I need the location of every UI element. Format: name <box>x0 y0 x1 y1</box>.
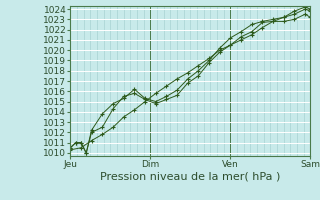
X-axis label: Pression niveau de la mer( hPa ): Pression niveau de la mer( hPa ) <box>100 172 281 182</box>
